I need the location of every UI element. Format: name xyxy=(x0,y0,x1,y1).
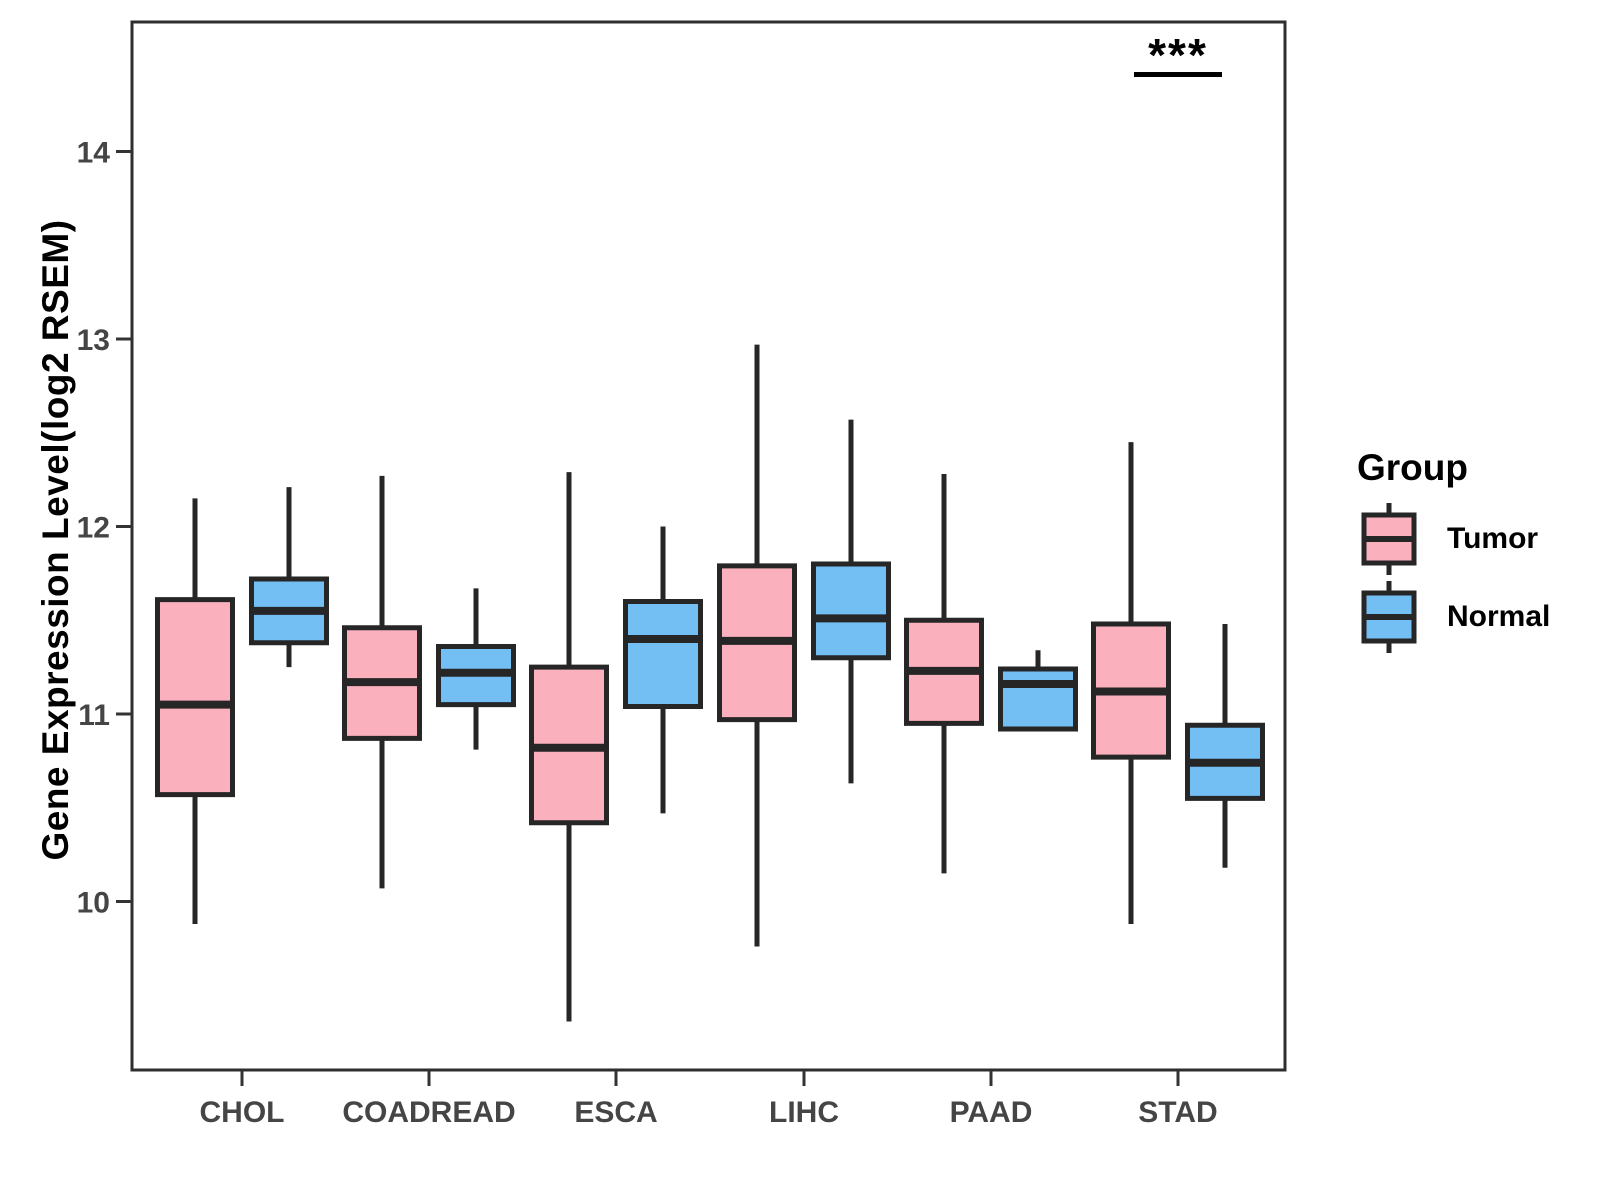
legend-label-normal: Normal xyxy=(1447,599,1551,633)
x-tick-label-COADREAD: COADREAD xyxy=(342,1096,515,1129)
box-Tumor-CHOL xyxy=(155,597,235,798)
box-Normal-ESCA xyxy=(623,599,703,709)
legend-label-tumor: Tumor xyxy=(1447,521,1539,555)
significance-bar xyxy=(1134,72,1222,77)
x-tick-label-PAAD: PAAD xyxy=(950,1096,1033,1129)
box-Normal-LIHC xyxy=(811,561,891,661)
y-tick-label-14: 14 xyxy=(77,137,111,170)
legend-title: Group xyxy=(1357,447,1468,488)
y-tick-label-13: 13 xyxy=(77,324,110,357)
x-tick-label-CHOL: CHOL xyxy=(200,1096,285,1129)
panel-border xyxy=(130,20,1287,1072)
tumor-boxplot-glyph-icon xyxy=(1361,502,1417,575)
y-tick-label-10: 10 xyxy=(77,887,110,920)
legend-rows: Tumor Normal xyxy=(1357,500,1550,656)
legend-item-normal: Normal xyxy=(1357,578,1550,656)
y-tick-label-11: 11 xyxy=(78,699,110,732)
x-tick-label-STAD: STAD xyxy=(1138,1096,1217,1129)
legend: Group Tumor Normal xyxy=(1357,447,1550,656)
x-tick-label-ESCA: ESCA xyxy=(574,1096,657,1129)
y-tick-label-12: 12 xyxy=(77,512,110,545)
box-Normal-PAAD xyxy=(998,666,1078,732)
legend-item-tumor: Tumor xyxy=(1357,500,1550,578)
x-tick-label-LIHC: LIHC xyxy=(769,1096,839,1129)
normal-boxplot-glyph-icon xyxy=(1361,580,1417,653)
